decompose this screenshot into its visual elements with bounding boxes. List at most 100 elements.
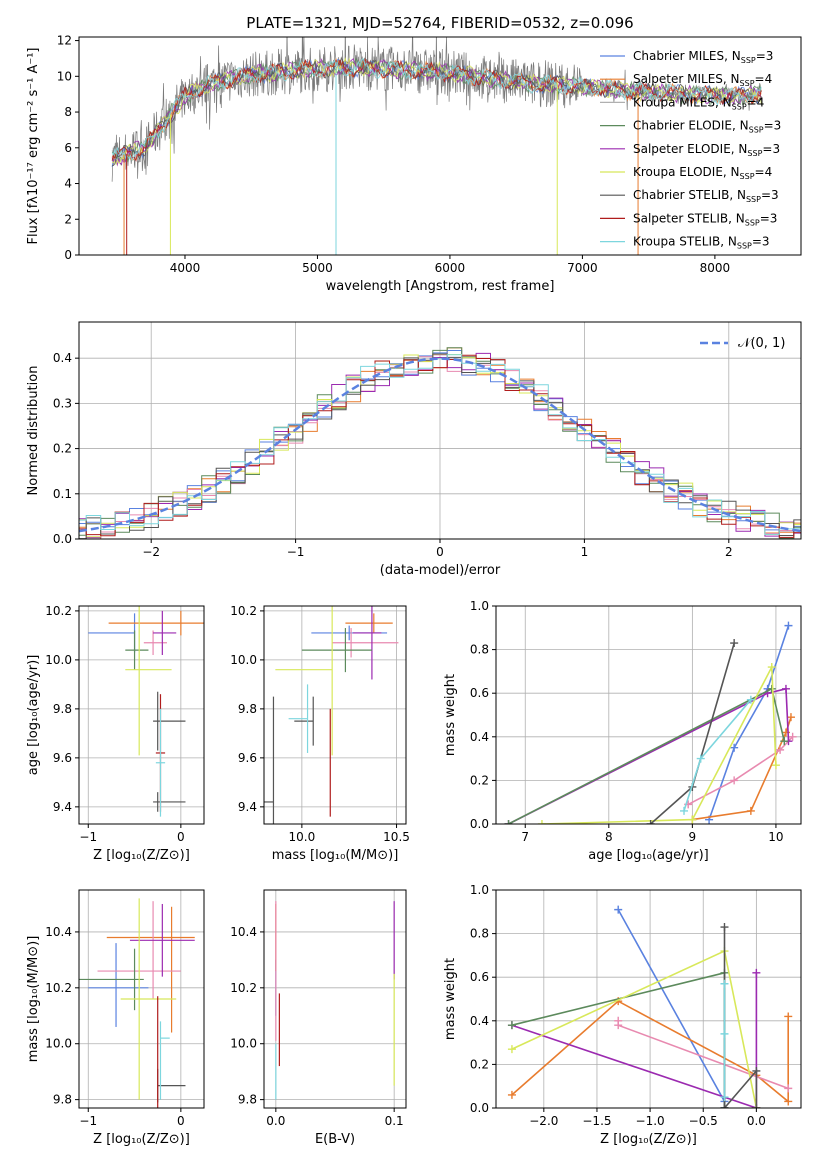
y-tick-label: 9.8 (53, 702, 72, 716)
weight-marker (507, 1045, 516, 1054)
x-tick-label: 0 (436, 545, 444, 559)
model-spectrum (111, 56, 762, 167)
y-tick-label: 4 (64, 177, 72, 191)
legend-subscript: SSP (741, 56, 756, 65)
axes-frame (78, 36, 802, 256)
weight-marker (720, 1093, 729, 1102)
plot-area-age_vs_Z (88, 606, 204, 817)
y-tick-label: 9.8 (238, 702, 257, 716)
weight-marker (507, 1090, 516, 1099)
plot-area-residuals (79, 347, 801, 539)
y-tick-label: 10.0 (45, 1037, 72, 1051)
y-tick-label: 9.6 (53, 751, 72, 765)
weight-marker (771, 761, 780, 770)
weight-line (708, 625, 790, 820)
plot-area-ebv (275, 901, 395, 1100)
y-tick-label: 10.4 (45, 925, 72, 939)
weight-marker (784, 1097, 793, 1106)
y-tick-label: 10.2 (45, 604, 72, 618)
y-tick-label: 0.2 (470, 773, 489, 787)
x-axis-label: Z [log₁₀(Z/Z⊙)] (93, 1132, 190, 1147)
x-tick-label: −1.5 (582, 1114, 611, 1128)
weight-marker (504, 820, 513, 824)
y-tick-label: 10.2 (45, 981, 72, 995)
weight-marker (680, 806, 689, 815)
y-tick-label: 0.4 (470, 1014, 489, 1028)
weight-marker (752, 1104, 761, 1108)
x-axis-label: Z [log₁₀(Z/Z⊙)] (93, 848, 190, 863)
axes-frame (263, 605, 407, 825)
weight-marker (746, 695, 755, 704)
y-tick-label: 0.2 (53, 442, 72, 456)
y-axis-label: Normed distribution (26, 366, 41, 496)
y-tick-label: 0.8 (470, 927, 489, 941)
y-tick-label: 8 (64, 105, 72, 119)
y-tick-label: 0.2 (470, 1057, 489, 1071)
x-tick-label: 10.5 (383, 830, 410, 844)
weight-marker (752, 968, 761, 977)
legend-suffix: =3 (756, 49, 774, 63)
weight-marker (767, 663, 776, 672)
residual-histogram (79, 354, 801, 539)
model-spectrum (111, 57, 762, 163)
legend-suffix: =3 (764, 119, 782, 133)
axes-layer (75, 36, 802, 1112)
x-tick-label: 5000 (302, 261, 333, 275)
legend-subscript: SSP (737, 242, 752, 251)
x-axis-label: (data-model)/error (380, 563, 501, 578)
axes-frame (78, 605, 205, 825)
x-tick-label: 0 (177, 830, 185, 844)
y-tick-label: 0.0 (470, 1101, 489, 1115)
x-tick-label: 0 (177, 1114, 185, 1128)
legend-label: Kroupa ELODIE, NSSP=4 (633, 165, 772, 181)
y-axis-label: age [log₁₀(age/yr)] (26, 655, 41, 776)
weight-marker (720, 1029, 729, 1038)
plot-area-weight_vs_Z (507, 905, 793, 1108)
weight-marker (784, 1084, 793, 1093)
legend-subscript: SSP (740, 172, 755, 181)
axes-frame (78, 889, 205, 1109)
x-tick-label: 6000 (435, 261, 466, 275)
y-tick-label: 0.8 (470, 643, 489, 657)
y-tick-label: 9.6 (238, 751, 257, 765)
residual-histogram (79, 354, 801, 535)
residual-histogram (79, 350, 801, 532)
y-tick-label: 1.0 (470, 883, 489, 897)
y-tick-label: 0.3 (53, 396, 72, 410)
x-tick-label: 0.0 (747, 1114, 766, 1128)
legend-label: Salpeter STELIB, NSSP=3 (633, 211, 777, 227)
weight-marker (614, 1021, 623, 1030)
y-tick-label: 10.4 (230, 925, 257, 939)
weight-marker (507, 1021, 516, 1030)
y-tick-label: 10.2 (230, 981, 257, 995)
y-axis-label: Flux [fλ10⁻¹⁷ erg cm⁻² s⁻¹ A⁻¹] (26, 48, 41, 245)
weight-marker (730, 776, 739, 785)
weight-marker (720, 979, 729, 988)
x-tick-label: −1.0 (636, 1114, 665, 1128)
y-tick-label: 10.0 (45, 653, 72, 667)
weight-marker (696, 754, 705, 763)
y-tick-label: 0 (64, 248, 72, 262)
legend-suffix: =3 (762, 142, 780, 156)
y-tick-label: 0.4 (470, 730, 489, 744)
weight-line (541, 663, 777, 824)
x-tick-label: −1 (287, 545, 305, 559)
legend-label: Salpeter MILES, NSSP=4 (633, 72, 772, 88)
weight-marker (784, 1012, 793, 1021)
legend-label: Chabrier STELIB, NSSP=3 (633, 188, 779, 204)
y-tick-label: 0.6 (470, 686, 489, 700)
legend-subscript: SSP (747, 149, 762, 158)
data-layer (79, 37, 801, 1108)
x-axis-label: wavelength [Angstrom, rest frame] (326, 279, 555, 294)
weight-line (687, 736, 794, 806)
residual-histogram (79, 353, 801, 539)
weight-marker (646, 820, 655, 824)
y-tick-label: 1.0 (470, 599, 489, 613)
y-tick-label: 0.0 (53, 532, 72, 546)
legend-label: Kroupa STELIB, NSSP=3 (633, 235, 770, 251)
axes-frame (263, 889, 407, 1109)
x-tick-label: −2 (142, 545, 160, 559)
axes-frame (495, 889, 802, 1109)
x-tick-label: 8000 (700, 261, 731, 275)
